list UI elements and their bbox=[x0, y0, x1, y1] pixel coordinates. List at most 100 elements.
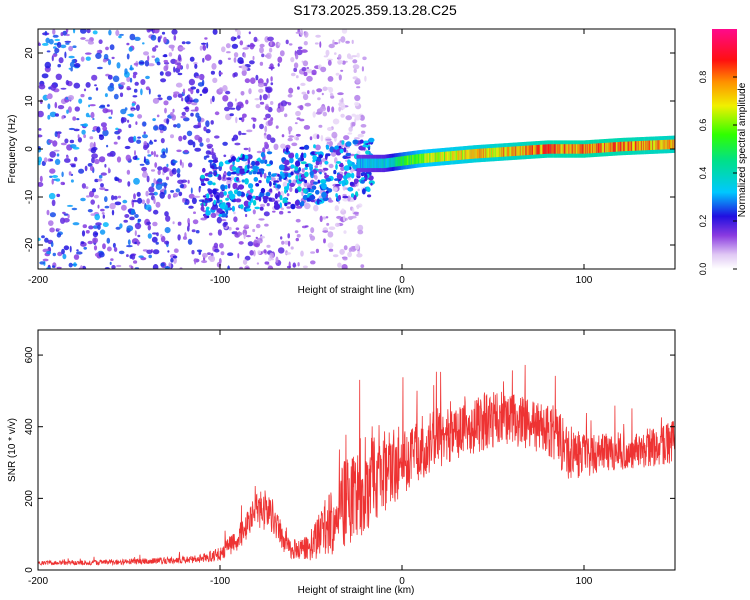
spectrogram-noise-speck bbox=[146, 198, 150, 205]
spectrogram-cluster-speck bbox=[248, 183, 254, 189]
spectrogram-ridge-core bbox=[362, 158, 364, 169]
spectrogram-noise-speck bbox=[138, 255, 144, 258]
spectrogram-noise-speck bbox=[94, 232, 99, 236]
spectrogram-noise-speck bbox=[356, 86, 361, 89]
spectrogram-noise-speck bbox=[61, 171, 64, 178]
spectrogram-noise-speck bbox=[98, 134, 104, 137]
spectrogram-noise-speck bbox=[193, 211, 196, 214]
spectrogram-cluster-speck bbox=[321, 191, 327, 199]
spectrogram-noise-speck bbox=[255, 223, 261, 229]
spectrogram-ridge-core bbox=[577, 144, 579, 154]
spectrogram-noise-speck bbox=[93, 141, 96, 149]
spectrogram-noise-speck bbox=[158, 124, 165, 131]
spectrogram-noise-speck bbox=[152, 221, 158, 227]
spectrogram-ridge-core bbox=[637, 141, 639, 151]
spectrogram-ridge-core bbox=[647, 140, 649, 151]
spectrogram-noise-speck bbox=[152, 232, 158, 235]
spectrogram-cluster-speck bbox=[200, 182, 206, 186]
spectrogram-noise-speck bbox=[272, 210, 276, 213]
spectrogram-cluster-speck bbox=[256, 171, 262, 175]
spectrogram-cluster-speck bbox=[200, 174, 206, 179]
spectrogram-noise-speck bbox=[102, 126, 108, 131]
spectrogram-noise-speck bbox=[64, 40, 72, 43]
spectrogram-noise-speck bbox=[50, 241, 54, 248]
spectrogram-noise-speck bbox=[80, 93, 85, 98]
spectrogram-ridge-core bbox=[535, 145, 537, 155]
spectrogram-noise-speck bbox=[222, 95, 229, 102]
spectrogram-noise-speck bbox=[86, 29, 91, 34]
spectrogram-noise-speck bbox=[106, 152, 114, 157]
spectrogram-noise-speck bbox=[80, 56, 85, 62]
spectrogram-ridge-core bbox=[520, 146, 522, 156]
spectrogram-noise-speck bbox=[47, 103, 51, 110]
spectrogram-cluster-speck bbox=[285, 147, 289, 153]
spectrogram-ridge-core bbox=[397, 156, 399, 167]
spectrogram-ridge-core bbox=[662, 140, 664, 150]
spectrogram-noise-speck bbox=[340, 166, 345, 171]
spectrogram-noise-speck bbox=[39, 261, 45, 265]
spectrogram-noise-speck bbox=[300, 250, 304, 257]
spectrogram-noise-speck bbox=[237, 57, 244, 64]
spectrogram-cluster-speck bbox=[241, 179, 245, 183]
spectrogram-x-tick-label: 100 bbox=[576, 275, 593, 286]
spectrogram-noise-speck bbox=[49, 212, 57, 218]
spectrogram-ridge-core bbox=[566, 144, 568, 154]
spectrogram-noise-speck bbox=[234, 142, 241, 146]
spectrogram-cluster-speck bbox=[348, 160, 353, 165]
spectrogram-noise-speck bbox=[49, 168, 56, 174]
spectrogram-noise-speck bbox=[51, 178, 54, 185]
spectrogram-noise-speck bbox=[314, 175, 318, 180]
spectrogram-cluster-speck bbox=[334, 178, 339, 181]
spectrogram-noise-speck bbox=[326, 222, 330, 226]
spectrogram-ridge-core bbox=[384, 158, 386, 168]
spectrogram-noise-speck bbox=[352, 64, 360, 70]
spectrogram-ridge-core bbox=[645, 140, 647, 151]
spectrogram-noise-speck bbox=[154, 45, 159, 48]
spectrogram-ridge-core bbox=[447, 151, 449, 161]
spectrogram-cluster-speck bbox=[239, 168, 246, 175]
spectrogram-noise-speck bbox=[293, 135, 297, 140]
spectrogram-noise-speck bbox=[202, 86, 209, 94]
spectrogram-noise-speck bbox=[264, 261, 270, 265]
spectrogram-cluster-speck bbox=[340, 162, 344, 166]
spectrogram-ridge-core bbox=[461, 150, 463, 160]
spectrogram-noise-speck bbox=[135, 104, 140, 111]
spectrogram-noise-speck bbox=[72, 146, 80, 150]
spectrogram-noise-speck bbox=[90, 213, 96, 216]
spectrogram-noise-speck bbox=[241, 116, 245, 123]
spectrogram-ridge-core bbox=[424, 153, 426, 163]
spectrogram-noise-speck bbox=[161, 31, 166, 35]
spectrogram-noise-speck bbox=[196, 88, 200, 94]
spectrogram-noise-speck bbox=[146, 29, 151, 33]
spectrogram-noise-speck bbox=[88, 115, 91, 118]
spectrogram-noise-speck bbox=[57, 132, 61, 139]
spectrogram-noise-speck bbox=[184, 96, 190, 103]
spectrogram-noise-speck bbox=[267, 265, 274, 269]
spectrogram-noise-speck bbox=[237, 253, 240, 259]
spectrogram-ridge-core bbox=[490, 148, 492, 158]
spectrogram-noise-speck bbox=[254, 98, 260, 101]
spectrogram-noise-speck bbox=[322, 86, 328, 92]
spectrogram-noise-speck bbox=[171, 29, 178, 35]
spectrogram-noise-speck bbox=[337, 92, 344, 96]
spectrogram-ridge-core bbox=[636, 141, 638, 151]
spectrogram-noise-speck bbox=[242, 47, 249, 50]
spectrogram-noise-speck bbox=[270, 137, 276, 143]
spectrogram-noise-speck bbox=[335, 72, 340, 76]
spectrogram-noise-speck bbox=[199, 93, 203, 96]
spectrogram-noise-speck bbox=[314, 42, 319, 45]
spectrogram-ridge-core bbox=[471, 149, 473, 159]
spectrogram-noise-speck bbox=[105, 46, 109, 51]
spectrogram-ridge-core bbox=[592, 143, 594, 154]
spectrogram-ridge-core bbox=[559, 144, 561, 154]
spectrogram-ridge-core bbox=[513, 146, 515, 156]
spectrogram-noise-speck bbox=[134, 222, 142, 230]
spectrogram-ridge-core bbox=[466, 149, 468, 160]
spectrogram-ridge-core bbox=[594, 143, 596, 154]
spectrogram-ridge-core bbox=[485, 148, 487, 158]
spectrogram-ridge-core bbox=[591, 143, 593, 154]
spectrogram-ridge-core bbox=[542, 144, 544, 155]
spectrogram-noise-speck bbox=[163, 100, 169, 106]
spectrogram-noise-speck bbox=[181, 162, 184, 169]
spectrogram-noise-speck bbox=[104, 163, 107, 168]
